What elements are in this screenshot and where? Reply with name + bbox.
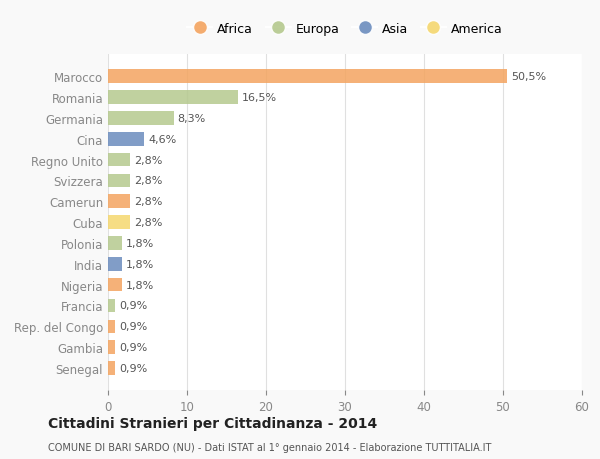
Text: 2,8%: 2,8% (134, 197, 163, 207)
Bar (108, 320, 115, 333)
Bar (108, 257, 122, 271)
Bar (108, 195, 130, 208)
Bar (108, 70, 507, 84)
Text: 0,9%: 0,9% (119, 322, 148, 331)
Bar (108, 216, 130, 230)
Bar (108, 361, 115, 375)
Text: 4,6%: 4,6% (148, 134, 176, 145)
Text: 1,8%: 1,8% (126, 280, 154, 290)
Text: COMUNE DI BARI SARDO (NU) - Dati ISTAT al 1° gennaio 2014 - Elaborazione TUTTITA: COMUNE DI BARI SARDO (NU) - Dati ISTAT a… (48, 442, 491, 452)
Bar (108, 91, 238, 105)
Text: 2,8%: 2,8% (134, 155, 163, 165)
Bar (108, 299, 115, 313)
Bar (108, 174, 130, 188)
Text: 50,5%: 50,5% (511, 72, 546, 82)
Text: 0,9%: 0,9% (119, 301, 148, 311)
Text: 8,3%: 8,3% (178, 114, 206, 123)
Text: 16,5%: 16,5% (242, 93, 277, 103)
Text: 2,8%: 2,8% (134, 176, 163, 186)
Bar (108, 341, 115, 354)
Text: Cittadini Stranieri per Cittadinanza - 2014: Cittadini Stranieri per Cittadinanza - 2… (48, 416, 377, 430)
Legend: Africa, Europa, Asia, America: Africa, Europa, Asia, America (182, 18, 508, 41)
Bar (108, 153, 130, 167)
Bar (108, 237, 122, 250)
Bar (108, 278, 122, 292)
Text: 2,8%: 2,8% (134, 218, 163, 228)
Bar (108, 133, 145, 146)
Text: 1,8%: 1,8% (126, 238, 154, 248)
Bar (108, 112, 173, 125)
Text: 1,8%: 1,8% (126, 259, 154, 269)
Text: 0,9%: 0,9% (119, 342, 148, 353)
Text: 0,9%: 0,9% (119, 363, 148, 373)
